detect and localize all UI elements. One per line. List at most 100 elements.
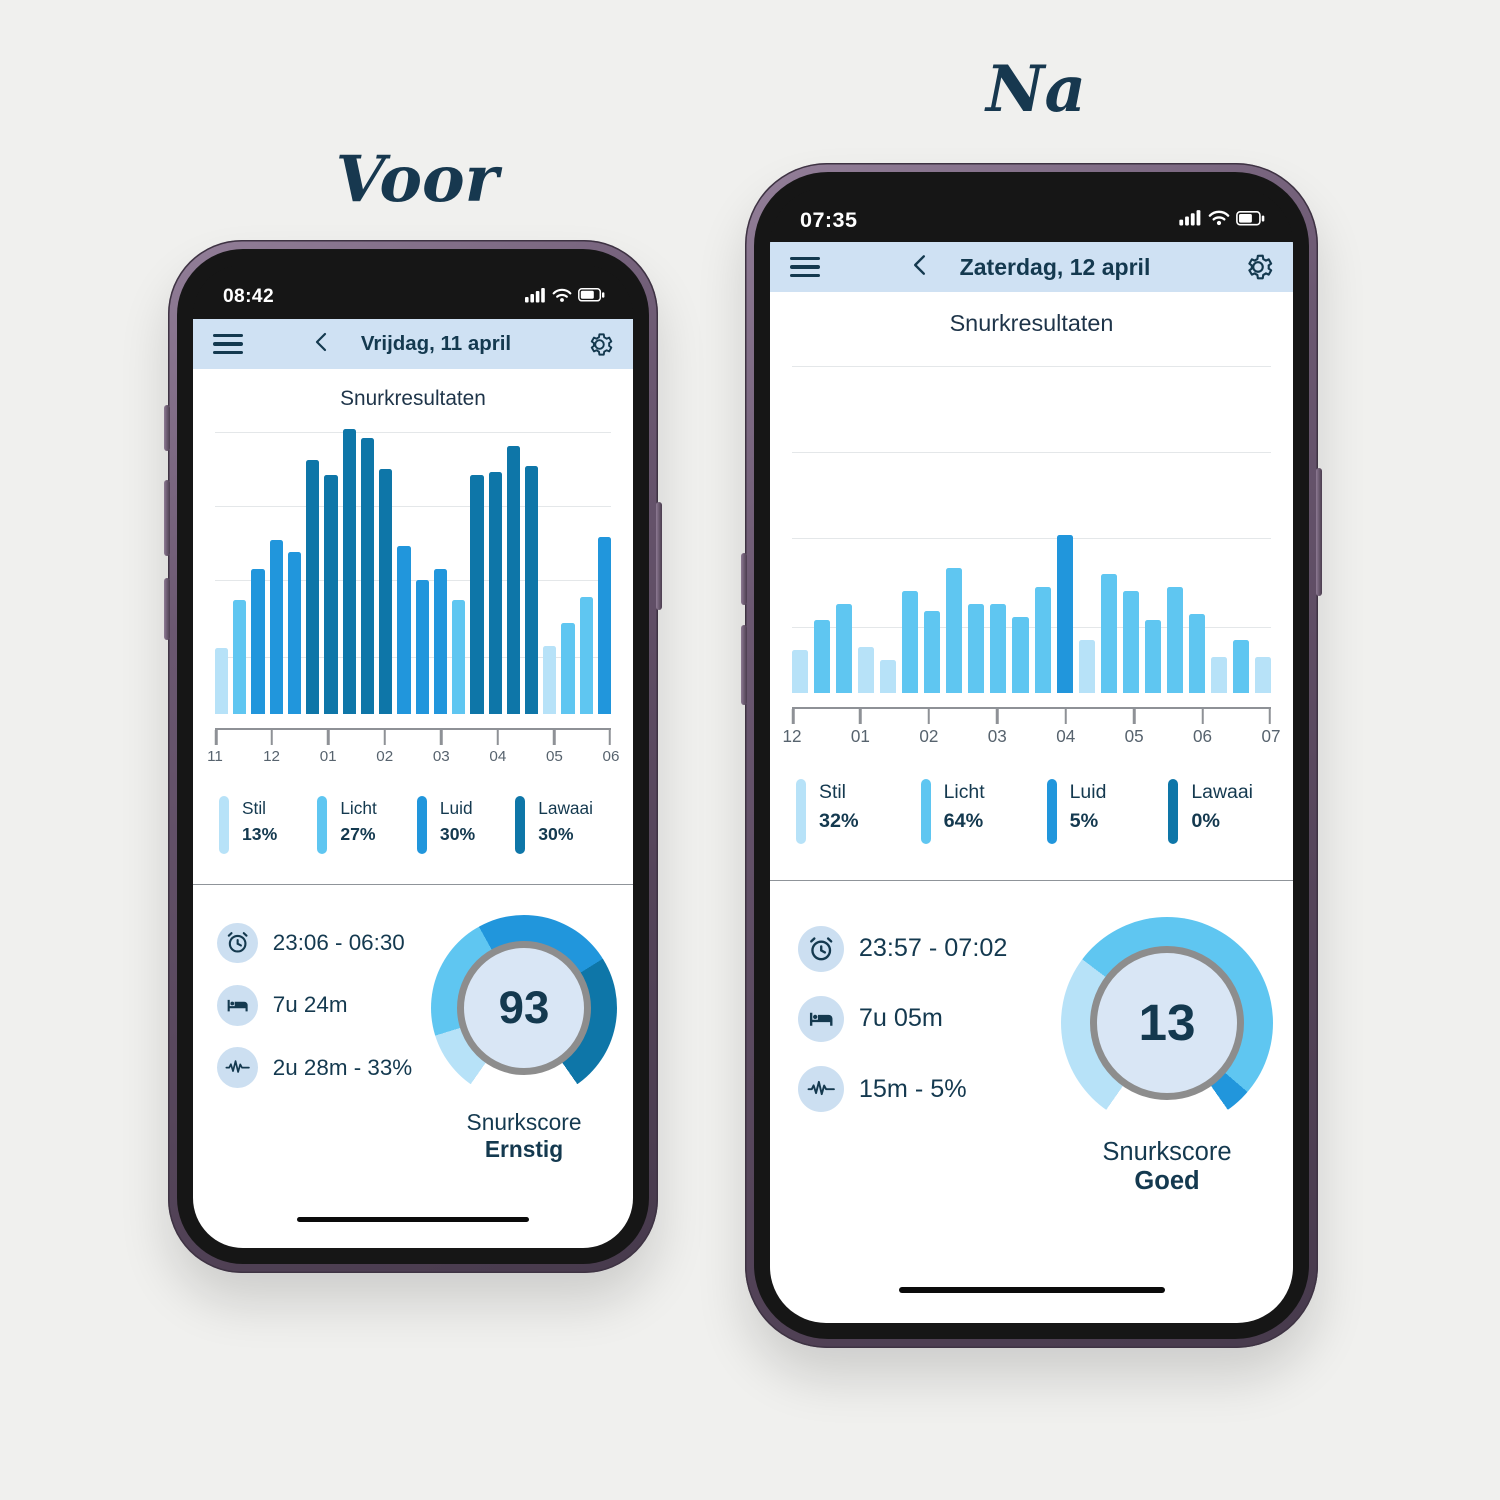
stat-text: 15m - 5% (858, 1074, 967, 1103)
battery-icon (1236, 210, 1265, 231)
chart-bar-stil (543, 645, 557, 714)
home-indicator[interactable] (898, 1287, 1165, 1293)
gauge-center: 93 (457, 940, 591, 1075)
axis-tick (996, 709, 999, 724)
page-title: Snurkresultaten (949, 310, 1114, 336)
chart-bar-stil (1210, 656, 1227, 693)
axis-tick-label: 05 (1124, 727, 1144, 746)
snore-score-gauge: 93 Snurkscore Ernstig (421, 914, 627, 1163)
status-bar: 07:35 (770, 188, 1293, 242)
phone-bezel: 08:42 Vrijdag, 11 april Snurkresul (177, 249, 649, 1264)
legend-label: Luid (1069, 780, 1107, 803)
axis-tick (608, 730, 612, 745)
alarm-clock-icon (217, 922, 258, 964)
legend-swatch-licht (920, 779, 931, 844)
wifi-icon (1208, 209, 1230, 231)
chart-bar-lawaai (470, 474, 484, 714)
chart-bar-luid (415, 580, 429, 714)
chart-axis (214, 728, 612, 745)
stat-text: 7u 05m (858, 1004, 943, 1033)
app-header: Zaterdag, 12 april (770, 242, 1293, 292)
legend-item-licht: Licht 27% (317, 796, 377, 854)
legend-label: Stil (819, 780, 847, 803)
axis-tick-label: 11 (207, 748, 223, 765)
gridline (215, 657, 611, 658)
legend-swatch-lawaai (515, 796, 526, 854)
legend-value: 27% (340, 824, 376, 845)
chart-bar-lawaai (506, 446, 520, 714)
legend-item-luid: Luid 5% (1046, 779, 1107, 844)
axis-tick-label: 06 (1193, 727, 1213, 746)
chart-bar-stil (1254, 656, 1272, 693)
legend-value: 64% (943, 810, 984, 833)
volume-up-button[interactable] (164, 480, 170, 556)
axis-tick-label: 03 (432, 748, 450, 765)
legend-value: 32% (819, 810, 859, 833)
stat-text: 23:57 - 07:02 (858, 934, 1008, 963)
gridline (215, 580, 611, 582)
chart-bar-licht (1166, 587, 1183, 693)
mute-switch[interactable] (164, 405, 170, 451)
stat-snore-duration: 15m - 5% (798, 1066, 1051, 1113)
volume-down-button[interactable] (164, 578, 170, 640)
signal-bars-icon (525, 287, 546, 308)
chart-bar-licht (579, 597, 593, 714)
chart-bar-licht (946, 567, 963, 693)
volume-up-button[interactable] (741, 553, 747, 605)
chart-bar-licht (1232, 640, 1249, 693)
back-chevron-icon[interactable] (315, 332, 327, 357)
chart-bar-stil (792, 650, 809, 693)
back-chevron-icon[interactable] (913, 254, 926, 281)
volume-down-button[interactable] (741, 625, 747, 705)
chart-bar-stil (858, 646, 875, 693)
axis-tick-label: 06 (602, 748, 620, 765)
settings-gear-icon[interactable] (1243, 252, 1273, 282)
gridline (792, 452, 1271, 454)
axis-tick-label: 12 (782, 727, 802, 746)
chart-legend: Stil 32% Licht 64% Luid 5% Lawaai 0% (770, 779, 1293, 844)
settings-gear-icon[interactable] (586, 331, 613, 358)
chart-bar-luid (433, 568, 448, 714)
gauge-center: 13 (1090, 945, 1244, 1100)
wifi-icon (552, 287, 572, 308)
status-icons (525, 287, 605, 308)
legend-item-lawaai: Lawaai 30% (515, 796, 593, 854)
chart-bar-lawaai (342, 429, 356, 714)
legend-value: 13% (242, 824, 278, 845)
axis-tick (1201, 709, 1204, 724)
axis-tick-label: 02 (376, 748, 394, 765)
axis-tick-label: 12 (263, 748, 281, 765)
snore-chart: 12 01 02 03 04 05 06 07 (770, 363, 1293, 751)
menu-icon[interactable] (213, 333, 243, 355)
status-icons (1179, 209, 1265, 231)
chart-plot (792, 363, 1272, 693)
menu-icon[interactable] (790, 256, 820, 278)
gauge-label: Snurkscore (466, 1108, 582, 1135)
chart-bar-licht (1188, 613, 1205, 693)
chart-bar-licht (924, 610, 941, 693)
chart-bar-stil (215, 648, 229, 714)
stat-text: 7u 24m (272, 992, 348, 1018)
power-button[interactable] (1316, 468, 1322, 596)
power-button[interactable] (656, 502, 662, 610)
chart-bar-lawaai (306, 460, 320, 714)
stat-snore-duration: 2u 28m - 33% (217, 1047, 421, 1089)
legend-swatch-luid (416, 796, 427, 854)
chart-bars (792, 363, 1272, 693)
axis-tick (496, 730, 500, 745)
chart-bar-licht (1012, 617, 1029, 693)
chart-axis-labels: 12 01 02 03 04 05 06 07 (782, 727, 1280, 751)
axis-tick (440, 730, 443, 745)
axis-tick (859, 709, 862, 724)
legend-swatch-stil (796, 779, 806, 844)
section-divider (770, 879, 1293, 881)
axis-tick-label: 05 (545, 748, 563, 765)
legend-item-stil: Stil 13% (219, 796, 277, 854)
legend-value: 30% (538, 824, 574, 845)
stats-section: 23:06 - 06:30 7u 24m 2u 28m - 33% (193, 885, 633, 1163)
chart-bar-luid (287, 551, 302, 714)
gauge-score: 93 (498, 981, 550, 1033)
gridline (792, 627, 1271, 628)
home-indicator[interactable] (297, 1217, 529, 1222)
status-time: 07:35 (800, 207, 858, 232)
